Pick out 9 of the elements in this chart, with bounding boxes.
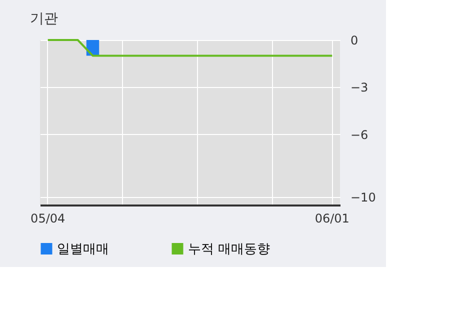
x-tick-label: 06/01 <box>314 212 350 226</box>
y-tick-label: −10 <box>350 190 376 205</box>
y-tick-label: −3 <box>350 80 368 95</box>
legend-label: 일별매매 <box>57 242 109 257</box>
chart-title: 기관 <box>30 11 58 27</box>
y-tick-label: 0 <box>350 34 358 48</box>
legend-label: 누적 매매동향 <box>188 242 270 257</box>
x-tick-label: 05/04 <box>30 212 66 226</box>
y-tick-label: −6 <box>350 128 368 142</box>
